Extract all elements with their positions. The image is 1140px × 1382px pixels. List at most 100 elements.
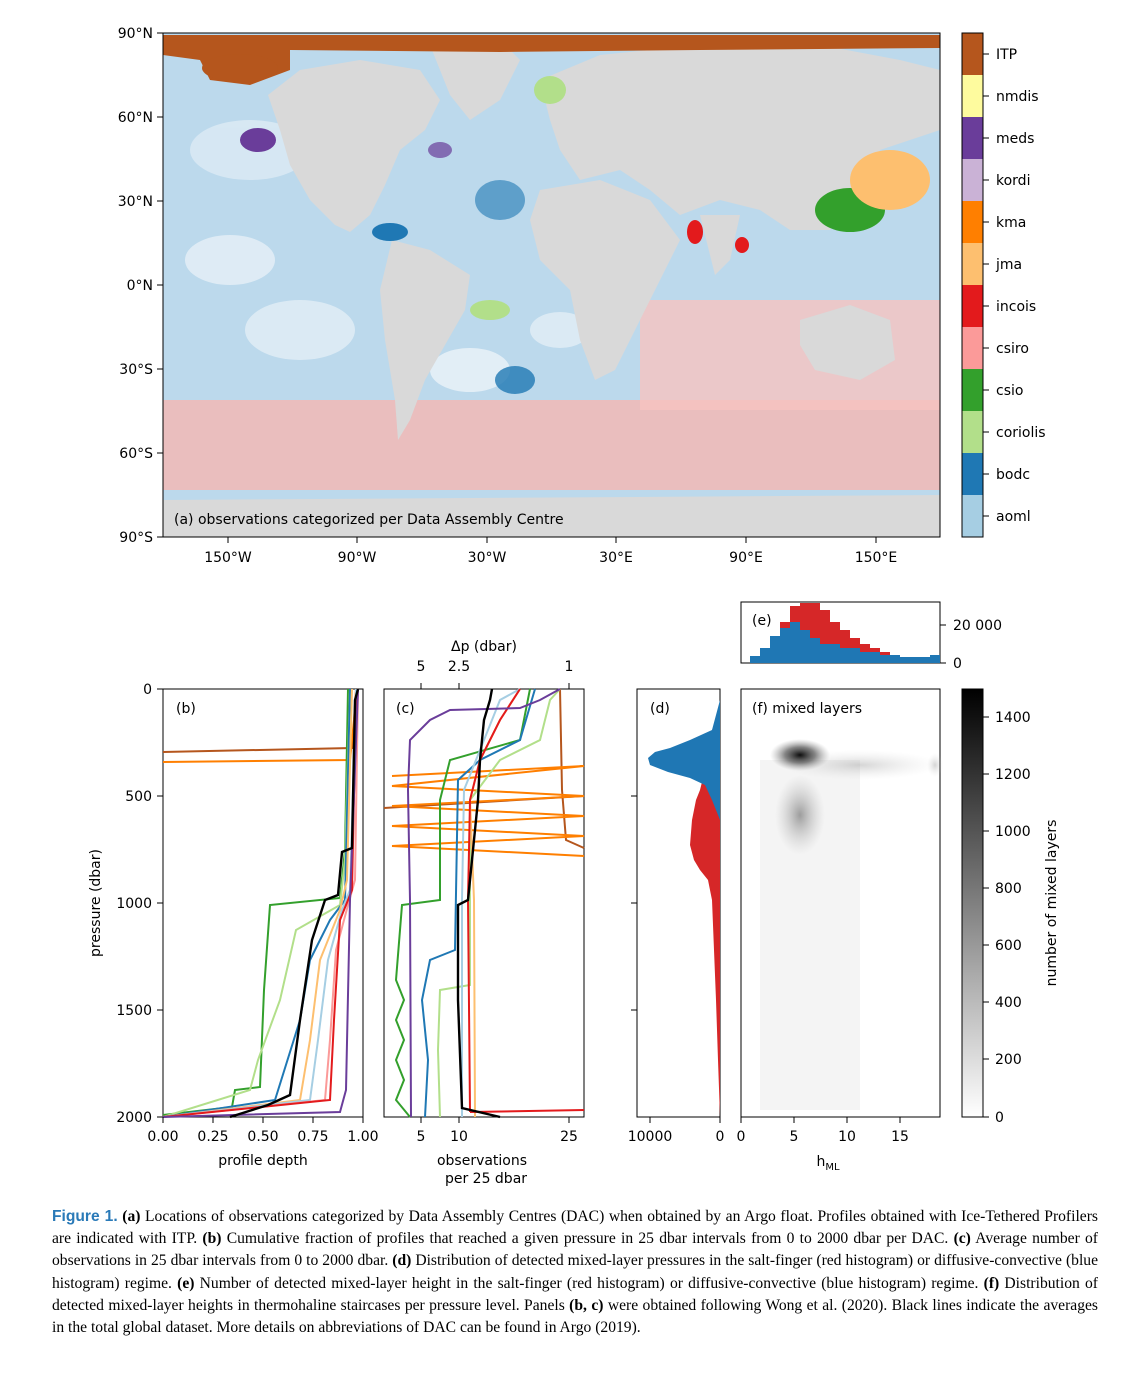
legend-swatch-csiro [962, 327, 983, 369]
panel-f-xticks: 0 5 10 15 [737, 1117, 909, 1145]
bodc-patch [475, 180, 525, 220]
incois-patch [687, 220, 703, 244]
y-tick-label: 500 [125, 789, 152, 805]
lon-tick-label: 150°E [855, 550, 898, 566]
lon-tick-label: 30°E [599, 550, 633, 566]
colorbar-tick-label: 600 [995, 938, 1022, 954]
coriolis-patch-2 [470, 300, 510, 320]
x-tick-label: 10000 [628, 1129, 673, 1145]
southern-ocean-band [163, 400, 940, 490]
caption-text: Average number of observations in 25 dba… [52, 1230, 1098, 1270]
caption-panel-ref: (b, c) [569, 1296, 604, 1314]
legend-label: coriolis [996, 425, 1046, 441]
colorbar-tick-label: 400 [995, 995, 1022, 1011]
panel-f: (f) mixed layers 0 5 10 15 hML [737, 688, 943, 1173]
panel-b-xticks: 0.00 0.25 0.50 0.75 1.00 [147, 1117, 379, 1145]
x-tick-label: 0.00 [147, 1129, 178, 1145]
top-tick-label: 1 [565, 659, 574, 675]
curve-bodc [420, 688, 536, 1118]
curve-jma [162, 688, 353, 1118]
legend-swatch-kordi [962, 159, 983, 201]
coriolis-patch [534, 76, 566, 104]
colorbar-label: number of mixed layers [1044, 820, 1060, 987]
caption-panel-ref: (d) [392, 1252, 412, 1270]
meds-patch-2 [428, 142, 452, 158]
hist-salt-finger [690, 715, 720, 1117]
colorbar-ticks: 1400 1200 1000 800 600 400 200 0 [983, 710, 1031, 1126]
x-tick-label: 0.75 [297, 1129, 328, 1145]
panel-b: (b) 0.00 0.25 0.50 0.75 1.00 0 500 1000 … [88, 682, 379, 1169]
panel-d-xticks: 10000 0 [628, 1117, 725, 1145]
lon-tick-label: 90°W [338, 550, 377, 566]
colorbar-tick-label: 1000 [995, 824, 1031, 840]
colorbar-gradient [961, 688, 984, 1118]
legend-label: incois [996, 299, 1036, 315]
legend-label: bodc [996, 467, 1030, 483]
lon-tick-label: 30°W [468, 550, 507, 566]
map-lon-ticks: 150°W 90°W 30°W 30°E 90°E 150°E [204, 537, 897, 566]
legend-label: jma [995, 257, 1022, 273]
legend-swatch-jma [962, 243, 983, 285]
caption-panel-ref: (b) [202, 1230, 222, 1248]
legend-swatch-meds [962, 117, 983, 159]
legend-swatch-kma [962, 201, 983, 243]
panel-c-label: (c) [396, 701, 415, 717]
panel-e: (e) 20 000 0 [740, 601, 1002, 672]
top-tick-label: 5 [417, 659, 426, 675]
map-panel-label: (a) observations categorized per Data As… [174, 512, 564, 528]
legend-swatch-ITP [962, 33, 983, 75]
panel-b-curves [162, 688, 360, 1119]
x-tick-label: 5 [417, 1129, 426, 1145]
y-tick-label: 2000 [116, 1110, 152, 1126]
legend-swatch-incois [962, 285, 983, 327]
x-tick-label: 0.50 [247, 1129, 278, 1145]
caption-figure-label: Figure 1. [52, 1208, 118, 1225]
panel-c-xlabel-line1: observations [437, 1153, 527, 1169]
caption-panel-ref: (f) [983, 1274, 1000, 1292]
dac-legend: ITP nmdis meds kordi kma jma incois csiro csio co… [961, 32, 1046, 538]
curve-aoml [461, 688, 521, 1117]
legend-frame [961, 32, 984, 538]
top-tick-label: 2.5 [448, 659, 470, 675]
curve-mean [229, 688, 360, 1119]
legend-swatch-aoml [962, 495, 983, 537]
panel-f-heatmap [760, 739, 943, 1110]
legend-label: csiro [996, 341, 1029, 357]
x-tick-label: 1.00 [347, 1129, 378, 1145]
bodc-patch-2 [372, 223, 408, 241]
panel-d: (d) 10000 0 [628, 688, 725, 1145]
legend-label: nmdis [996, 89, 1039, 105]
caption-text: Locations of observations categorized by… [52, 1208, 1098, 1248]
x-tick-label: 25 [560, 1129, 578, 1145]
curve-csio [394, 688, 531, 1118]
bodc-patch-3 [495, 366, 535, 394]
curve-incois [466, 688, 585, 1113]
hist-diffusive-convective [741, 622, 940, 663]
panel-b-xlabel: profile depth [218, 1153, 307, 1169]
itp-patch [202, 54, 278, 82]
legend-swatch-csio [962, 369, 983, 411]
panel-c-top-axis: 5 2.5 1 Δp (dbar) [417, 639, 574, 689]
curve-coriolis [162, 688, 351, 1118]
panel-c-top-label: Δp (dbar) [451, 639, 517, 655]
colorbar: 1400 1200 1000 800 600 400 200 0 number … [961, 688, 1060, 1126]
caption-panel-ref: (e) [177, 1274, 195, 1292]
caption-text: Distribution of detected mixed-layer pre… [52, 1252, 1099, 1292]
colorbar-tick-label: 1200 [995, 767, 1031, 783]
panel-c: (c) 5 2.5 1 Δp (dbar) 5 10 25 observatio… [383, 639, 585, 1187]
x-tick-label: 0 [716, 1129, 725, 1145]
colorbar-tick-label: 200 [995, 1052, 1022, 1068]
legend-label: kordi [996, 173, 1030, 189]
panel-b-ylabel: pressure (dbar) [88, 849, 104, 957]
y-tick-label: 1500 [116, 1003, 152, 1019]
y-tick-label: 1000 [116, 896, 152, 912]
y-tick-label: 20 000 [953, 618, 1002, 634]
legend-label: ITP [996, 47, 1017, 63]
panel-c-xticks: 5 10 25 [417, 1117, 578, 1145]
caption-panel-ref: (a) [117, 1208, 141, 1225]
curve-meds [406, 688, 561, 1118]
panel-f-label: (f) mixed layers [752, 701, 862, 717]
y-tick-label: 0 [143, 682, 152, 698]
legend-swatch-bodc [962, 453, 983, 495]
meds-patch [240, 128, 276, 152]
